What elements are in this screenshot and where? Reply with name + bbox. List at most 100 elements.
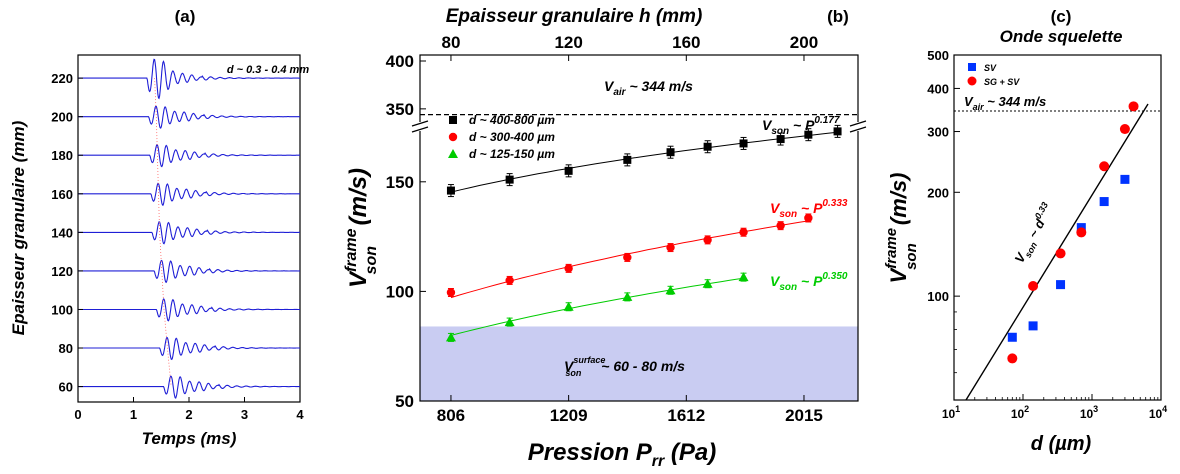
legend-marker [967,76,977,86]
waveform-trace [78,375,300,399]
panel-b-top-xtick-label: 120 [554,33,582,52]
data-point [804,130,813,139]
panel-b-top-xtick-label: 200 [790,33,818,52]
panel-b-xtick-label: 1209 [550,406,588,425]
panel-c-ytick-label: 400 [927,81,949,96]
data-point [702,278,713,288]
axis-break [411,120,867,133]
panel-b-top-xtick-label: 80 [441,33,460,52]
data-point [1128,101,1139,112]
panel-a-xtick-label: 3 [241,407,248,422]
panel-a-ytick-label: 220 [51,71,73,86]
waveform-trace [78,259,300,284]
panel-b-xlabel: Pression Prr (Pa) [528,439,717,470]
panel-c-ytick-label: 300 [927,125,949,140]
data-point [776,135,785,144]
data-point [665,285,676,295]
panel-a-ytick-label: 140 [51,225,73,240]
legend-label: SG + SV [984,77,1020,87]
panel-b-ylabel: Vframe son (m/s) [343,168,380,288]
panel-c-title: Onde squelette [1000,27,1123,46]
waveform-trace [78,182,300,207]
fit-line [450,277,744,336]
panel-a-xlabel: Temps (ms) [142,429,237,448]
panel-c-ytick-label: 500 [927,48,949,63]
data-point [1099,197,1109,207]
legend-marker [448,132,458,142]
data-point [703,142,712,151]
panel-b-top-xtick-label: 160 [672,33,700,52]
waveform-trace [78,144,300,168]
data-point [1028,321,1038,331]
waveform-trace [78,105,300,129]
panel-b-ytick-label: 100 [386,282,414,301]
data-point [563,301,574,311]
panel-a-ytick-label: 100 [51,302,73,317]
legend-label: d ~ 300-400 µm [469,130,555,144]
data-point [622,291,633,301]
panel-c: (c) Onde squelette 101 102 103 104 100 200 300… [883,7,1167,455]
data-point [1055,248,1066,259]
panel-a-ytick-label: 180 [51,148,73,163]
air-velocity-label: Vair ~ 344 m/s [604,78,693,98]
data-point [666,243,675,252]
panel-c-data-points [1007,101,1139,364]
law-black: Vson ~ P0.177 [762,115,840,137]
panel-a: (a) 0 1 2 3 4 60 80 100 120 140 160 180 200 220 d ~ 0… [9,7,309,448]
data-point [505,175,514,184]
data-point [446,288,456,297]
panel-a-ylabel: Epaisseur granulaire (mm) [9,120,28,335]
panel-a-ytick-label: 60 [59,380,73,395]
data-point [505,276,514,285]
data-point [564,264,573,273]
surface-velocity-band [420,326,858,401]
panel-c-label: (c) [1051,7,1072,26]
panel-a-ytick-label: 200 [51,110,73,125]
panel-c-ytick-label: 200 [927,185,949,200]
data-point [445,332,456,342]
data-point [833,127,842,136]
panel-b-top-xlabel: Epaisseur granulaire h (mm) [446,6,703,27]
data-point [504,317,515,327]
law-green: Vson ~ P0.350 [770,271,848,293]
legend-label: d ~ 125-150 µm [469,147,555,161]
panel-a-ytick-label: 120 [51,264,73,279]
data-point [1076,227,1087,238]
panel-a-xtick-label: 0 [74,407,81,422]
data-point [564,166,573,175]
data-point [666,148,675,157]
data-point [1056,280,1066,290]
data-point [1119,124,1130,135]
data-point [739,139,748,148]
panel-c-ytick-label: 100 [927,289,949,304]
panel-b-xtick-label: 806 [437,406,465,425]
fit-line [450,131,838,193]
panel-b-xtick-label: 2015 [785,406,823,425]
legend-marker [968,63,976,71]
panel-b-legend: d ~ 400-800 µm d ~ 300-400 µm d ~ 125-150 … [448,113,555,161]
panel-a-annotation: d ~ 0.3 - 0.4 mm [227,64,309,76]
panel-a-label: (a) [175,7,196,26]
data-point [738,272,749,282]
panel-c-ylabel: Vframe son (m/s) [883,173,920,284]
panel-c-law: Vson ~ d0.33 [1010,200,1059,267]
data-point [1120,174,1130,184]
legend-marker [448,149,458,158]
panel-c-frame [953,54,1162,401]
panel-a-ytick-label: 160 [51,187,73,202]
panel-b-ytick-label: 350 [386,100,414,119]
panel-b-ticks: 806 1209 1612 2015 80 120 160 200 50 100 150 350 400 [386,33,823,425]
panel-c-air-label: Vair ~ 344 m/s [964,94,1046,112]
surface-velocity-label: Vsurface son ~ 60 - 80 m/s [564,355,685,378]
legend-label: d ~ 400-800 µm [469,113,555,127]
data-point [1007,332,1017,342]
panel-a-xtick-label: 4 [296,407,304,422]
waveform-trace [78,221,300,245]
data-point [446,186,455,195]
legend-label: SV [984,63,997,73]
data-point [1028,281,1039,292]
panel-b-ytick-label: 50 [395,392,414,411]
panel-b-data-points [445,124,842,342]
legend-marker [449,116,457,124]
panel-c-xlabel: d (µm) [1031,433,1092,455]
